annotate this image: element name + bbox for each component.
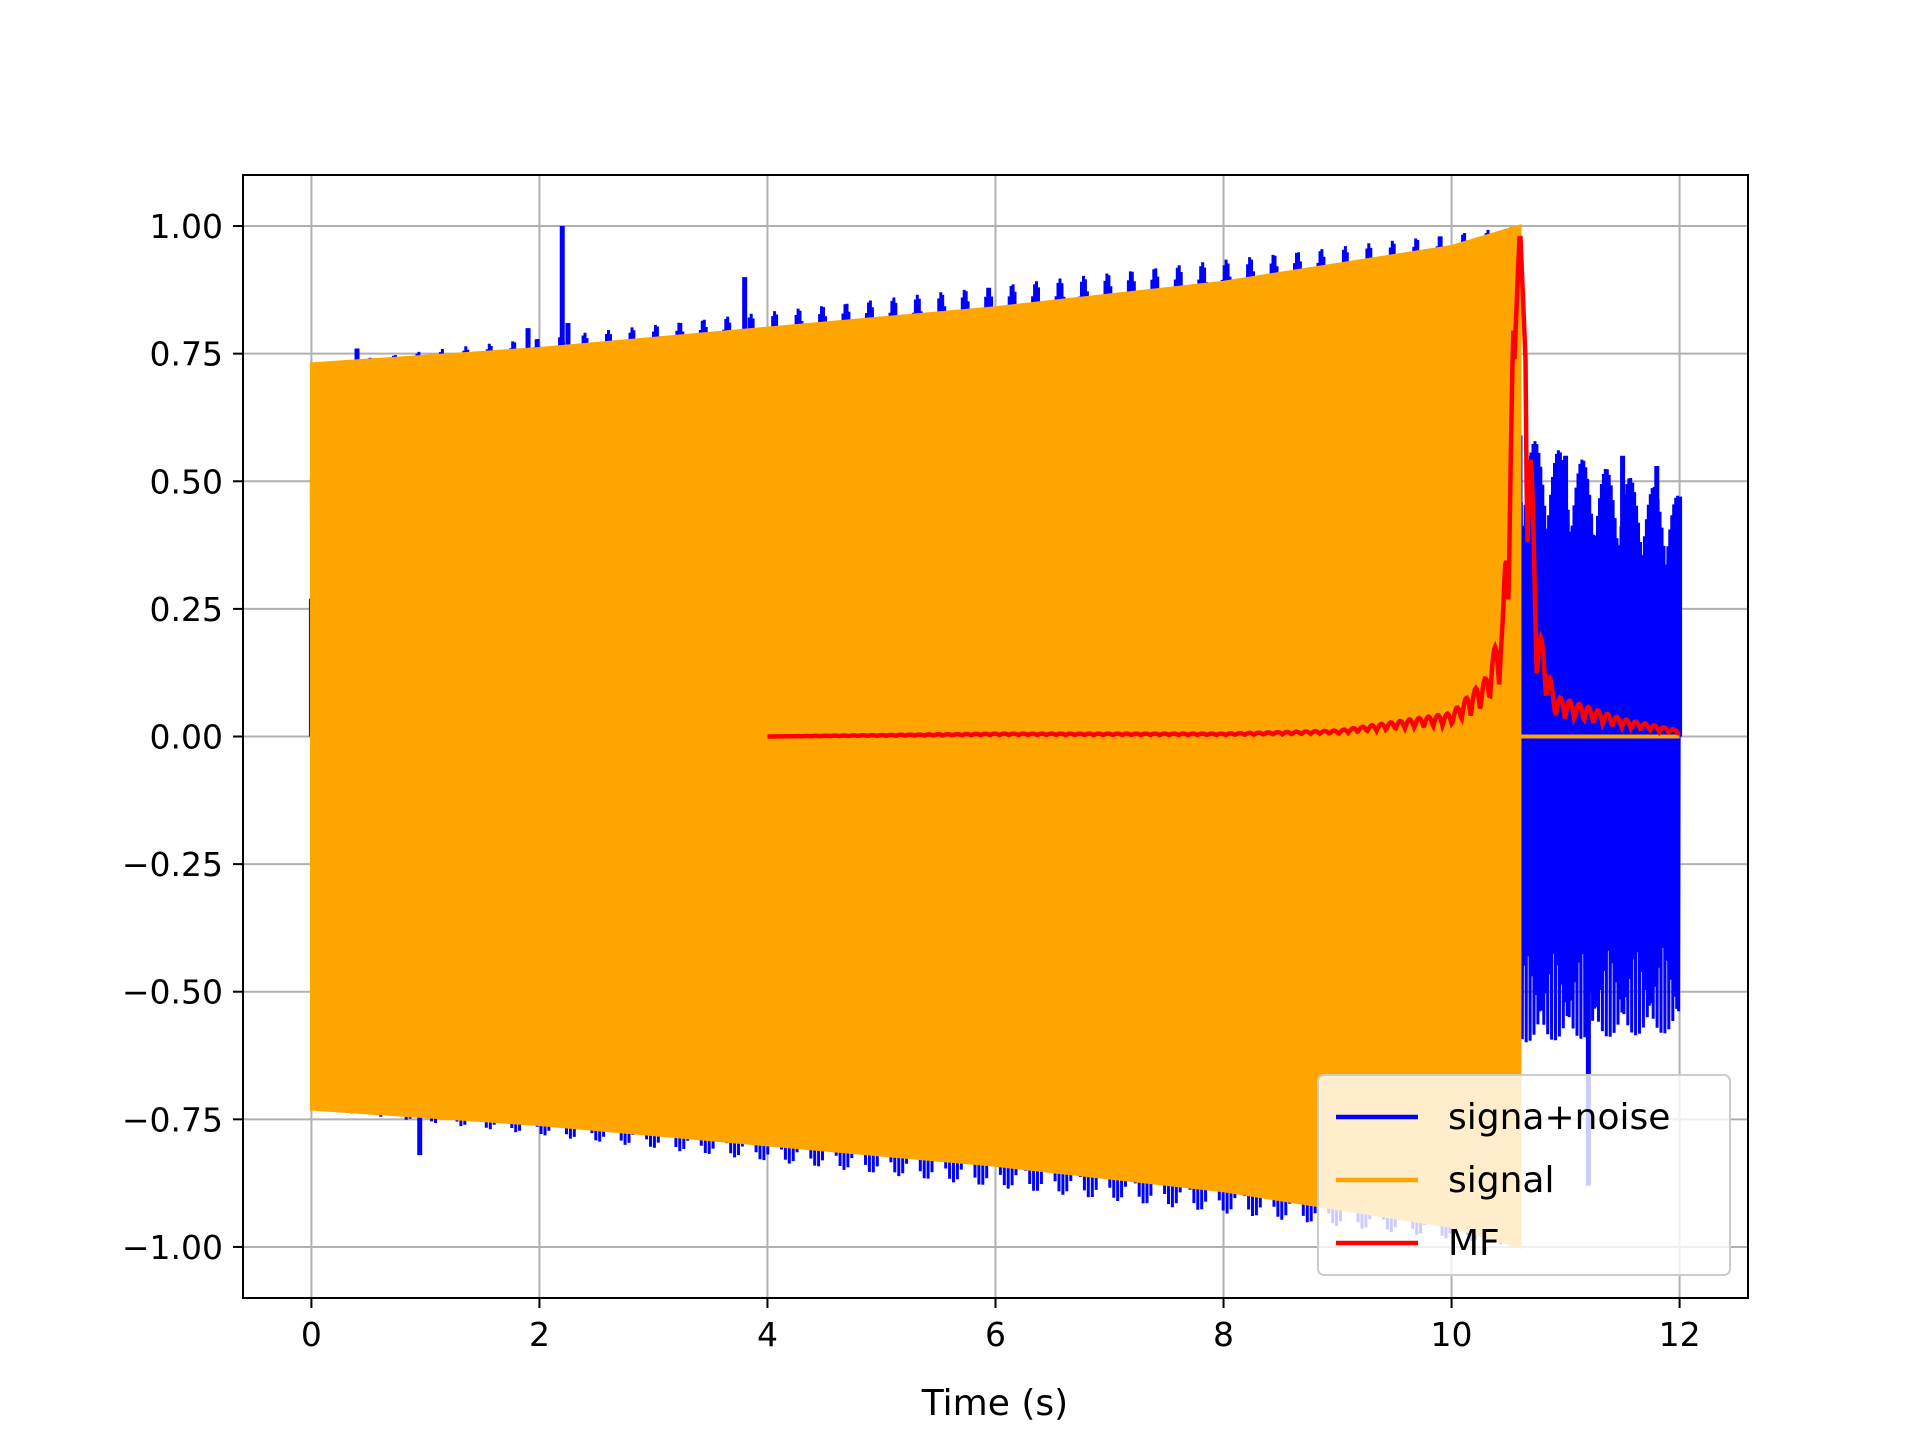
y-tick-label: −0.75 — [122, 1100, 223, 1139]
series-layer — [308, 224, 1683, 1249]
y-tick-label: 1.00 — [150, 207, 223, 246]
x-axis: 0 2 4 6 8 10 12 — [301, 1298, 1701, 1354]
legend-label: signa+noise — [1448, 1097, 1670, 1138]
y-tick-label: −1.00 — [122, 1228, 223, 1267]
x-tick-label: 10 — [1431, 1315, 1473, 1354]
y-tick-label: 0.75 — [150, 335, 223, 374]
x-tick-label: 4 — [757, 1315, 778, 1354]
x-tick-label: 2 — [529, 1315, 550, 1354]
y-axis: −1.00 −0.75 −0.50 −0.25 0.00 0.25 0.50 0.75 1.00 — [122, 207, 243, 1267]
y-tick-label: −0.50 — [122, 973, 223, 1012]
legend-label: signal — [1448, 1160, 1555, 1201]
x-tick-label: 8 — [1213, 1315, 1234, 1354]
x-axis-label: Time (s) — [921, 1383, 1068, 1424]
y-tick-label: 0.25 — [150, 590, 223, 629]
legend: signa+noise signal MF — [1317, 1074, 1731, 1276]
legend-box — [1317, 1074, 1731, 1276]
x-tick-label: 0 — [301, 1315, 322, 1354]
y-tick-label: 0.00 — [150, 718, 223, 757]
series-mf-line — [767, 235, 1682, 739]
x-tick-label: 6 — [985, 1315, 1006, 1354]
x-tick-label: 12 — [1659, 1315, 1701, 1354]
legend-label: MF — [1448, 1223, 1500, 1264]
y-tick-label: −0.25 — [122, 845, 223, 884]
y-tick-label: 0.50 — [150, 462, 223, 501]
